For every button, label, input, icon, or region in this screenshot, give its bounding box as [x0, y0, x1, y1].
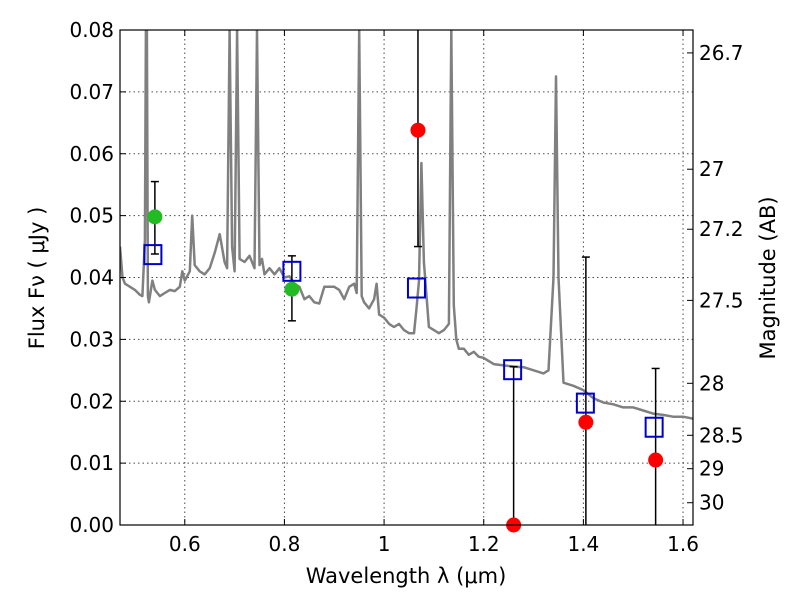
model-photometry-square — [503, 359, 523, 381]
magnitude-tick-label: 26.7 — [699, 41, 744, 65]
model-photometry-square — [406, 277, 426, 299]
model-photometry-square — [575, 392, 595, 414]
x-tick-label: 0.8 — [269, 532, 301, 556]
magnitude-tick-label: 30 — [699, 491, 724, 515]
y-tick-label: 0.07 — [69, 80, 114, 104]
tick-layer: 0.6 0.8 1 1.2 1.4 1.6 0.00 0.01 0.02 0.03 0.04 0.05… — [69, 18, 743, 556]
y-tick-label: 0.01 — [69, 451, 114, 475]
photometry-point — [284, 281, 300, 297]
magnitude-tick-label: 27.5 — [699, 288, 744, 312]
magnitude-tick-label: 29 — [699, 457, 724, 481]
y-tick-label: 0.00 — [69, 513, 114, 537]
right-axis-title: Magnitude (AB) — [756, 196, 780, 359]
y-tick-label: 0.06 — [69, 142, 114, 166]
x-tick-label: 1.4 — [567, 532, 599, 556]
model-sed-line — [120, 30, 693, 420]
x-axis-title: Wavelength λ (μm) — [306, 564, 507, 588]
magnitude-tick-label: 27.2 — [699, 217, 744, 241]
magnitude-tick-label: 27 — [699, 157, 724, 181]
x-tick-label: 1 — [378, 532, 391, 556]
x-tick-label: 0.6 — [169, 532, 201, 556]
magnitude-tick-label: 28.5 — [699, 423, 744, 447]
model-photometry-square — [282, 260, 302, 282]
photometry-point — [410, 122, 426, 138]
y-tick-label: 0.05 — [69, 204, 114, 228]
y-axis-title: Flux Fν ( μJy ) — [25, 207, 49, 350]
series-layer — [120, 30, 693, 420]
x-tick-label: 1.6 — [667, 532, 699, 556]
x-tick-label: 1.2 — [468, 532, 500, 556]
photometry-point — [648, 452, 664, 468]
y-tick-label: 0.04 — [69, 266, 114, 290]
y-tick-label: 0.03 — [69, 327, 114, 351]
y-tick-label: 0.08 — [69, 18, 114, 42]
magnitude-tick-label: 28 — [699, 371, 724, 395]
model-photometry-square — [143, 244, 163, 266]
y-tick-label: 0.02 — [69, 389, 114, 413]
photometry-point — [578, 414, 594, 430]
model-photometry-square — [644, 416, 664, 438]
photometry-point — [147, 209, 163, 225]
